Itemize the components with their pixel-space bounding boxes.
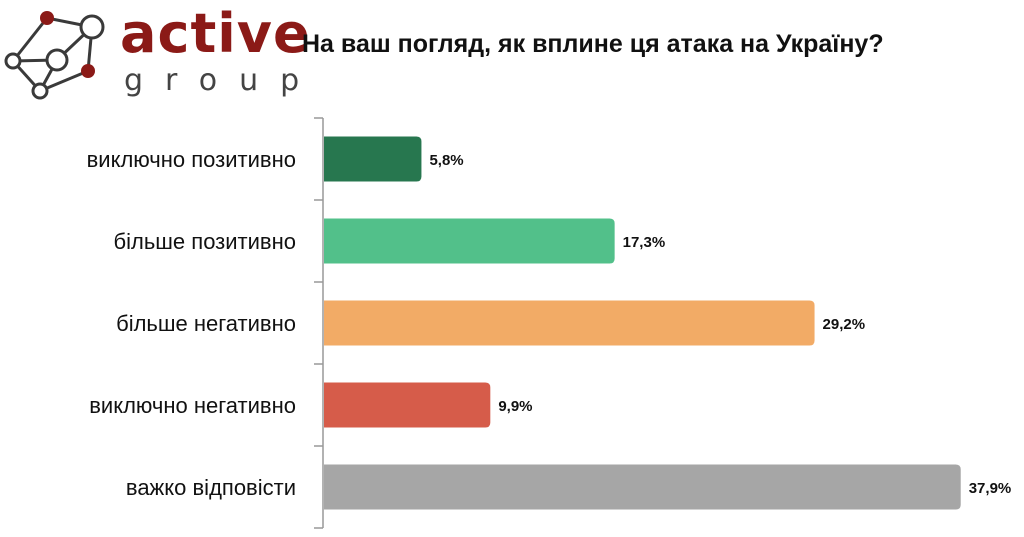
data-label: 9,9% — [498, 398, 532, 415]
logo-icon — [4, 11, 105, 100]
data-label: 5,8% — [429, 152, 463, 169]
category-label: більше негативно — [116, 311, 296, 336]
chart-title: На ваш погляд, як вплине ця атака на Укр… — [302, 30, 884, 58]
bar-4 — [324, 382, 491, 428]
logo-brand: active — [120, 2, 311, 65]
category-label: важко відповісти — [126, 475, 296, 500]
bar-1 — [324, 136, 422, 182]
data-label: 37,9% — [969, 480, 1012, 497]
bar-3 — [324, 300, 815, 346]
bar-5 — [324, 464, 961, 510]
logo-sub: group — [124, 63, 322, 98]
data-label: 17,3% — [623, 234, 666, 251]
category-label: виключно негативно — [89, 393, 296, 418]
bar-2 — [324, 218, 615, 264]
data-label: 29,2% — [823, 316, 866, 333]
category-label: виключно позитивно — [87, 147, 296, 172]
category-label: більше позитивно — [114, 229, 297, 254]
